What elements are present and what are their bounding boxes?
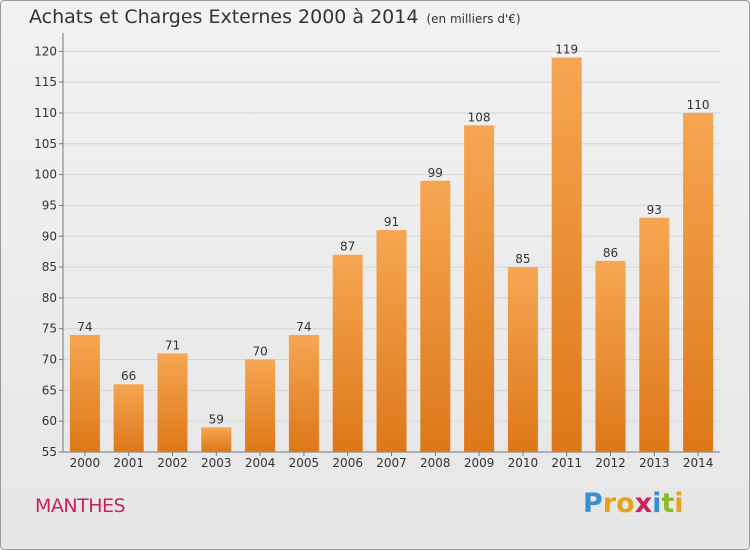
y-tick-label: 110 [34, 106, 57, 120]
y-tick-label: 105 [34, 137, 57, 151]
data-label: 74 [77, 320, 92, 334]
bar [288, 334, 319, 452]
y-tick-label: 75 [42, 322, 57, 336]
data-label: 87 [340, 240, 355, 254]
y-tick-label: 115 [34, 75, 57, 89]
x-tick-label: 2013 [639, 456, 670, 470]
y-tick-label: 60 [42, 414, 57, 428]
data-label: 85 [515, 252, 530, 266]
logo-letter: o [616, 488, 635, 519]
bar [157, 353, 188, 452]
x-tick-label: 2003 [201, 456, 232, 470]
x-tick-label: 2005 [289, 456, 320, 470]
x-tick-label: 2000 [70, 456, 101, 470]
bar [551, 57, 582, 452]
bar [113, 384, 144, 452]
data-label: 93 [647, 203, 662, 217]
y-tick-label: 95 [42, 198, 57, 212]
commune-name: MANTHES [35, 495, 126, 517]
y-tick-label: 90 [42, 229, 57, 243]
bar [639, 217, 670, 452]
data-label: 110 [687, 98, 710, 112]
data-label: 74 [296, 320, 311, 334]
bar [332, 254, 363, 452]
chart-title: Achats et Charges Externes 2000 à 2014 (e… [29, 6, 521, 28]
x-tick-label: 2014 [683, 456, 714, 470]
bar [69, 334, 100, 452]
bar [683, 112, 714, 452]
bar [201, 427, 232, 452]
logo-letter: r [602, 488, 617, 519]
x-tick-label: 2009 [464, 456, 495, 470]
y-tick-label: 80 [42, 291, 57, 305]
data-label: 66 [121, 369, 136, 383]
y-tick-label: 55 [42, 445, 57, 459]
data-label: 99 [428, 166, 443, 180]
data-label: 59 [209, 412, 224, 426]
y-tick-label: 70 [42, 353, 57, 367]
data-label: 71 [165, 338, 180, 352]
title-text: Achats et Charges Externes 2000 à 2014 [29, 6, 419, 28]
y-tick-label: 65 [42, 383, 57, 397]
bar [376, 230, 407, 452]
logo-letter: x [634, 488, 653, 519]
x-tick-label: 2011 [551, 456, 582, 470]
logo-letter: i [652, 488, 662, 519]
y-tick-label: 120 [34, 44, 57, 58]
x-tick-label: 2006 [332, 456, 363, 470]
chart-subtitle: (en milliers d'€) [426, 12, 521, 26]
proxiti-logo: Proxiti [583, 488, 684, 519]
y-tick-label: 100 [34, 168, 57, 182]
bar [245, 359, 276, 452]
data-label: 86 [603, 246, 618, 260]
logo-letter: P [583, 488, 603, 519]
x-tick-label: 2007 [376, 456, 407, 470]
logo-letter: t [661, 488, 675, 519]
y-tick-label: 85 [42, 260, 57, 274]
data-label: 70 [252, 345, 267, 359]
logo-letter: i [674, 488, 684, 519]
x-tick-label: 2012 [595, 456, 626, 470]
bar [507, 267, 538, 452]
data-label: 119 [555, 42, 578, 56]
x-tick-label: 2010 [508, 456, 539, 470]
bar [595, 260, 626, 452]
x-tick-label: 2001 [113, 456, 144, 470]
bar [464, 125, 495, 452]
bar [420, 180, 451, 452]
x-tick-label: 2004 [245, 456, 276, 470]
data-label: 91 [384, 215, 399, 229]
data-label: 108 [468, 110, 491, 124]
x-tick-label: 2002 [157, 456, 188, 470]
x-tick-label: 2008 [420, 456, 451, 470]
